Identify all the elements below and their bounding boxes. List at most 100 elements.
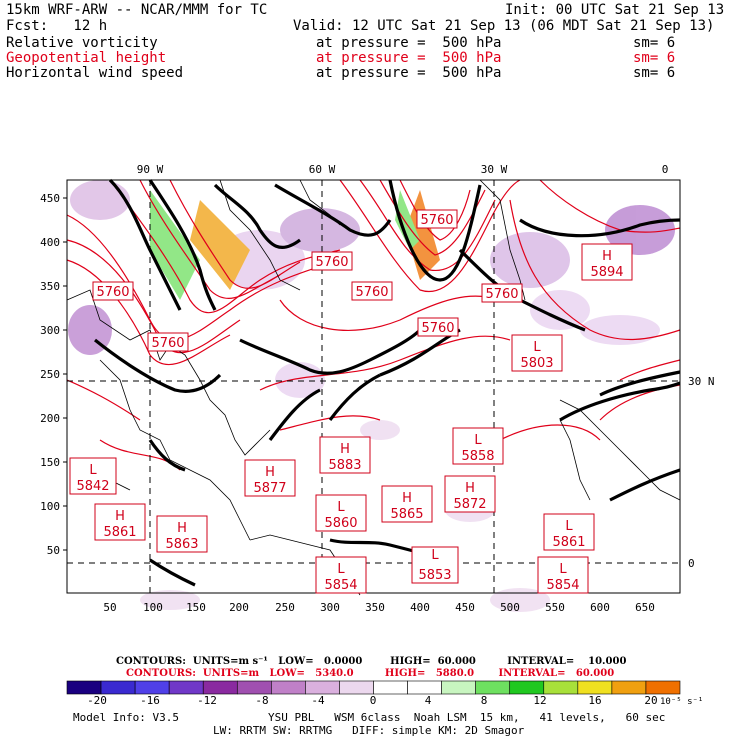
svg-text:5872: 5872 [453, 497, 486, 512]
field-sm-vorticity: sm= 6 [633, 35, 676, 51]
colorbar-swatch [134, 680, 170, 695]
svg-text:-4: -4 [311, 694, 325, 707]
colorbar-swatch [407, 680, 442, 695]
x-tick: 650 [635, 601, 655, 614]
svg-text:5863: 5863 [165, 537, 198, 552]
svg-text:5853: 5853 [418, 568, 451, 583]
svg-text:5894: 5894 [590, 265, 623, 280]
colorbar-swatch [305, 680, 340, 695]
physics-line-1: YSU PBL WSM 6class Noah LSM 15 km, 41 le… [268, 711, 666, 724]
pressure-system: L 5853 [411, 546, 459, 584]
field-level-height: at pressure = 500 hPa [316, 50, 502, 66]
svg-text:H: H [340, 442, 350, 457]
x-tick: 250 [275, 601, 295, 614]
svg-text:5760: 5760 [96, 285, 129, 300]
model-title: 15km WRF-ARW -- NCAR/MMM for TC [6, 2, 268, 18]
svg-text:5877: 5877 [253, 481, 286, 496]
svg-text:5854: 5854 [546, 578, 579, 593]
x-tick: 550 [545, 601, 565, 614]
field-name-vorticity: Relative vorticity [6, 35, 158, 51]
y-tick: 100 [40, 500, 60, 513]
colorbar-swatch [509, 680, 545, 695]
field-level-wind: at pressure = 500 hPa [316, 65, 502, 81]
y-tick-labels: 450 400 350 300 250 200 150 100 50 [40, 192, 60, 557]
field-sm-height: sm= 6 [633, 50, 676, 66]
x-tick: 600 [590, 601, 610, 614]
svg-text:H: H [265, 465, 275, 480]
svg-text:-8: -8 [255, 694, 268, 707]
svg-text:5861: 5861 [103, 525, 136, 540]
svg-text:-16: -16 [140, 694, 160, 707]
x-tick: 100 [143, 601, 163, 614]
svg-text:L: L [474, 433, 482, 448]
colorbar-swatch [66, 680, 102, 695]
svg-text:5760: 5760 [355, 285, 388, 300]
svg-text:5760: 5760 [151, 336, 184, 351]
x-tick: 50 [103, 601, 116, 614]
lat-label: 0 [688, 557, 695, 570]
physics-line-2: LW: RRTM SW: RRTMG DIFF: simple KM: 2D S… [213, 724, 525, 737]
forecast-hour: Fcst: 12 h [6, 18, 108, 34]
colorbar-swatch [577, 680, 613, 695]
svg-text:H: H [465, 481, 475, 496]
svg-text:20: 20 [644, 694, 657, 707]
svg-text:12: 12 [533, 694, 546, 707]
y-tick: 150 [40, 456, 60, 469]
lon-label: 90 W [137, 163, 164, 176]
axis-ticks [63, 197, 67, 551]
colorbar-swatch [339, 680, 374, 695]
field-sm-wind: sm= 6 [633, 65, 676, 81]
colorbar-unit: 10⁻⁵ s⁻¹ [660, 697, 703, 707]
field-name-height: Geopotential height [6, 50, 167, 66]
svg-text:5883: 5883 [328, 458, 361, 473]
lon-label: 30 W [481, 163, 508, 176]
svg-text:5861: 5861 [552, 535, 585, 550]
svg-text:5760: 5760 [315, 255, 348, 270]
field-name-wind: Horizontal wind speed [6, 65, 184, 81]
svg-text:L: L [559, 562, 567, 577]
svg-text:L: L [337, 500, 345, 515]
y-tick: 300 [40, 324, 60, 337]
field-level-vorticity: at pressure = 500 hPa [316, 35, 502, 51]
svg-text:5760: 5760 [420, 213, 453, 228]
colorbar-swatch [543, 680, 579, 695]
svg-text:H: H [602, 249, 612, 264]
model-info: Model Info: V3.5 [73, 711, 179, 724]
x-tick: 400 [410, 601, 430, 614]
svg-text:H: H [115, 509, 125, 524]
y-tick: 350 [40, 280, 60, 293]
colorbar-swatch [475, 680, 511, 695]
x-tick: 450 [455, 601, 475, 614]
lon-label: 0 [662, 163, 669, 176]
colorbar-swatch [611, 680, 647, 695]
colorbar-swatch [441, 680, 476, 695]
map-frame [66, 179, 681, 594]
svg-text:5854: 5854 [324, 578, 357, 593]
colorbar-labels: -20 -16 -12 -8 -4 0 4 8 12 16 20 10⁻⁵ s⁻… [87, 694, 703, 707]
valid-time: Valid: 12 UTC Sat 21 Sep 13 (06 MDT Sat … [293, 18, 715, 34]
svg-text:5860: 5860 [324, 516, 357, 531]
svg-text:L: L [565, 519, 573, 534]
x-tick: 150 [186, 601, 206, 614]
colorbar-swatch [236, 680, 272, 695]
svg-text:-12: -12 [197, 694, 217, 707]
x-tick: 500 [500, 601, 520, 614]
colorbar-swatch [100, 680, 136, 695]
y-tick: 250 [40, 368, 60, 381]
svg-text:L: L [337, 562, 345, 577]
svg-text:5803: 5803 [520, 356, 553, 371]
colorbar-swatch [645, 680, 681, 695]
svg-text:16: 16 [588, 694, 601, 707]
